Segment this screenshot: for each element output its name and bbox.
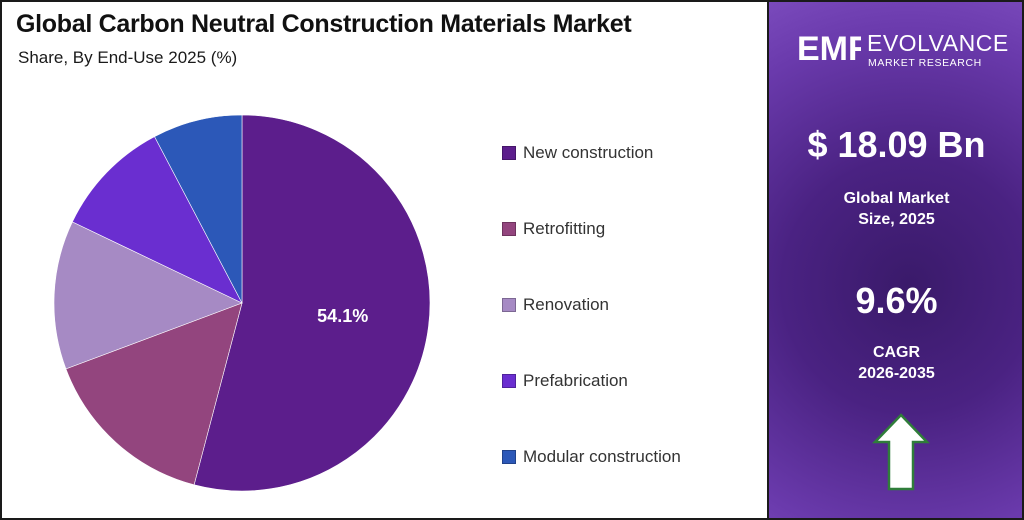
- legend-swatch: [502, 450, 516, 464]
- pie-slice-modular-construction: [154, 114, 243, 304]
- legend-label: Renovation: [523, 295, 610, 314]
- legend-label: New construction: [523, 143, 654, 162]
- brand-logo: EMR EVOLVANCE MARKET RESEARCH: [797, 28, 1017, 72]
- pie-data-label: 54.1%: [317, 306, 368, 326]
- market-size-label-line2: Size, 2025: [858, 211, 935, 228]
- pie-slice-prefabrication: [71, 136, 243, 304]
- cagr-label-line1: CAGR: [872, 344, 921, 361]
- pie-slice-retrofitting: [65, 302, 243, 486]
- cagr-label-line2: 2026-2035: [858, 365, 935, 382]
- chart-subtitle: Share, By End-Use 2025 (%): [18, 48, 238, 67]
- legend-item: Retrofitting: [502, 219, 605, 239]
- legend-item: New construction: [502, 143, 653, 163]
- pie-chart: 54.1%: [53, 114, 431, 492]
- legend-item: Prefabrication: [502, 371, 628, 391]
- market-size-label: Global Market Size, 2025: [769, 188, 1022, 230]
- brand-tagline: MARKET RESEARCH: [868, 57, 982, 69]
- summary-panel: EMR EVOLVANCE MARKET RESEARCH $ 18.09 Bn…: [767, 2, 1022, 518]
- legend-item: Renovation: [502, 295, 609, 315]
- brand-name: EVOLVANCE: [867, 30, 1009, 56]
- chart-panel: Global Carbon Neutral Construction Mater…: [2, 2, 765, 518]
- up-arrow-icon: [872, 413, 930, 491]
- brand-mark: EMR: [797, 30, 861, 68]
- pie-slice-renovation: [53, 221, 243, 370]
- cagr-value: 9.6%: [855, 280, 938, 321]
- legend-swatch: [502, 222, 516, 236]
- legend-label: Prefabrication: [523, 371, 628, 390]
- legend-label: Modular construction: [523, 447, 681, 466]
- legend-swatch: [502, 374, 516, 388]
- market-size-label-line1: Global Market: [843, 190, 950, 207]
- legend-label: Retrofitting: [523, 219, 606, 238]
- legend-swatch: [502, 146, 516, 160]
- chart-title: Global Carbon Neutral Construction Mater…: [16, 10, 632, 38]
- legend-swatch: [502, 298, 516, 312]
- pie-slice-new-construction: [193, 114, 431, 492]
- market-size-value: $ 18.09 Bn: [807, 124, 986, 165]
- legend-item: Modular construction: [502, 447, 681, 467]
- brand-mark-text: EMR: [797, 30, 861, 68]
- cagr-label: CAGR 2026-2035: [769, 342, 1022, 384]
